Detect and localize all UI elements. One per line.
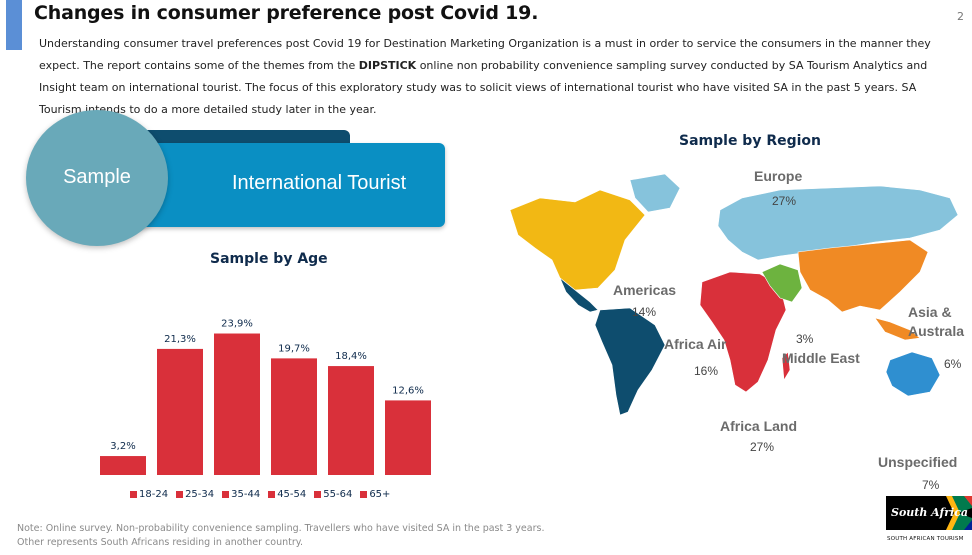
map-pct-americas: 14% [632, 305, 657, 319]
map-label-asia-line1: Asia & [908, 304, 952, 320]
legend-label: 18-24 [139, 489, 169, 500]
map-south-america [594, 307, 666, 416]
region-map-title: Sample by Region [679, 133, 822, 149]
age-bar-label-45-54: 19,7% [278, 343, 310, 354]
legend-label: 35-44 [231, 489, 261, 500]
map-label-asia-line2: Australa [908, 323, 965, 339]
map-asia [797, 239, 929, 313]
legend-swatch [314, 491, 322, 498]
map-label-europe: Europe [754, 168, 803, 184]
sample-banner [115, 143, 445, 227]
age-bar-25-34 [157, 348, 203, 475]
legend-label: 45-54 [277, 489, 307, 500]
legend-swatch [222, 491, 230, 498]
map-se-asia-islands [874, 317, 921, 341]
intro-paragraph: Understanding consumer travel preference… [39, 33, 934, 121]
map-label-africa-land: Africa Land [720, 418, 798, 434]
legend-label: 65+ [369, 489, 391, 500]
sample-circle-label: Sample [63, 166, 131, 188]
logo-caption: SOUTH AFRICAN TOURISM [887, 536, 964, 542]
legend-item-25-34: 25-34 [176, 489, 214, 500]
map-label-africa-air: Africa Air [664, 336, 727, 352]
map-pct-asia: 6% [944, 357, 962, 371]
legend-item-35-44: 35-44 [222, 489, 260, 500]
map-label-unspecified: Unspecified [878, 454, 958, 470]
age-chart-title: Sample by Age [210, 251, 328, 267]
map-australia [885, 351, 941, 397]
map-pct-middle-east: 3% [796, 332, 814, 346]
age-bar-label-65+: 12,6% [392, 385, 424, 396]
age-bar-55-64 [328, 366, 374, 475]
age-bar-35-44 [214, 333, 260, 475]
legend-label: 25-34 [185, 489, 215, 500]
legend-item-65+: 65+ [360, 489, 390, 500]
age-bar-label-55-64: 18,4% [335, 351, 367, 362]
legend-item-18-24: 18-24 [130, 489, 168, 500]
world-region-map [509, 173, 959, 416]
age-bar-label-35-44: 23,9% [221, 319, 253, 330]
logo-flag-icon [946, 496, 972, 530]
legend-swatch [360, 491, 368, 498]
map-central-america [559, 277, 599, 313]
age-bar-65+ [385, 400, 431, 475]
map-pct-africa-air: 16% [694, 364, 719, 378]
logo-black-panel: South Africa [886, 496, 972, 530]
page-title: Changes in consumer preference post Covi… [34, 2, 539, 24]
footnote-line-1: Note: Online survey. Non-probability con… [17, 523, 545, 534]
intro-bold-dipstick: DIPSTICK [358, 59, 417, 72]
map-pct-africa-land: 27% [750, 440, 775, 454]
legend-item-55-64: 55-64 [314, 489, 352, 500]
map-madagascar [781, 351, 791, 381]
map-label-middle-east: Middle East [782, 350, 860, 366]
banner-label: International Tourist [232, 172, 407, 194]
age-bar-18-24 [100, 456, 146, 475]
footnote-line-2: Other represents South Africans residing… [17, 537, 304, 548]
page-number: 2 [957, 10, 964, 23]
logo-script-text: South Africa [891, 506, 969, 519]
map-pct-europe: 27% [772, 194, 797, 208]
footnote: Note: Online survey. Non-probability con… [17, 522, 544, 550]
map-americas-north [509, 189, 646, 291]
legend-swatch [268, 491, 276, 498]
legend-label: 55-64 [323, 489, 353, 500]
legend-swatch [176, 491, 184, 498]
intro-text-2: online non probability convenience sampl… [39, 59, 928, 116]
age-bar-chart: 3,2% 21,3% 23,9% 19,7% 18,4% 12,6% [100, 319, 431, 475]
title-accent-bar [6, 0, 22, 50]
sample-circle [26, 110, 168, 246]
map-pct-unspecified: 7% [922, 478, 940, 492]
intro-text-1: Understanding consumer travel preference… [39, 37, 931, 72]
map-europe [717, 185, 959, 261]
age-bar-45-54 [271, 358, 317, 475]
age-chart-legend: 18-24 25-34 35-44 45-54 55-64 65+ [130, 489, 390, 500]
south-africa-logo: South Africa SOUTH AFRICAN TOURISM [886, 496, 972, 546]
legend-swatch [130, 491, 137, 498]
map-middle-east [761, 263, 803, 303]
age-bar-label-25-34: 21,3% [164, 334, 196, 345]
map-greenland [629, 173, 681, 213]
map-label-americas: Americas [613, 282, 677, 298]
age-bar-label-18-24: 3,2% [110, 441, 135, 452]
legend-item-45-54: 45-54 [268, 489, 306, 500]
